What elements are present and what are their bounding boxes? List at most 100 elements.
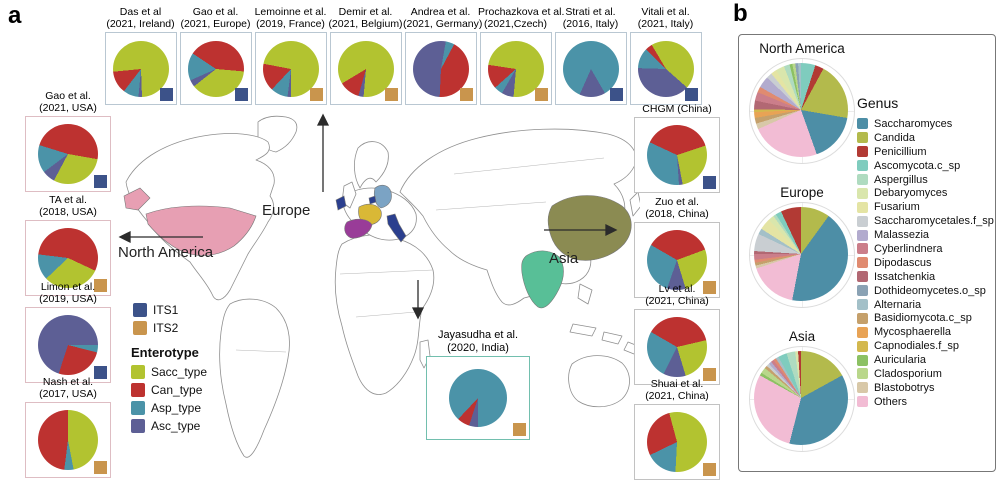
study-label: Demir et al. (2021, Belgium): [328, 6, 403, 30]
study-nash-et-al: Nash et al. (2017, USA): [24, 376, 112, 479]
legend-item-label: Dipodascus: [874, 256, 932, 269]
legend-item-label: Cyberlindnera: [874, 242, 943, 255]
study-lemoinne-et-al: Lemoinne et al. (2019, France): [253, 6, 328, 106]
legend-item-malassezia: Malassezia: [857, 228, 994, 242]
legend-item-saccharomycetales-f-sp: Saccharomycetales.f_sp: [857, 214, 994, 228]
legend-item-debaryomyces: Debaryomyces: [857, 186, 994, 200]
map-belgium: [368, 195, 377, 205]
enterotype-pie: [487, 40, 544, 97]
study-pie-box: [629, 32, 702, 106]
legend-item-label: Can_type: [151, 383, 203, 397]
study-detail: (2021, USA): [39, 102, 97, 115]
alternaria-swatch: [857, 299, 868, 311]
legend-item-saccharomyces: Saccharomyces: [857, 117, 994, 131]
debaryomyces-swatch: [857, 187, 868, 199]
saccharomycetales-f-sp-swatch: [857, 215, 868, 227]
map-scandinavia: [354, 141, 389, 189]
legend-item-dothideomycetes-o-sp: Dothideomycetes.o_sp: [857, 284, 994, 298]
legend-item-dipodascus: Dipodascus: [857, 256, 994, 270]
study-name: Vitali et al.: [641, 6, 690, 18]
legend-item-others: Others: [857, 395, 994, 409]
cladosporium-swatch: [857, 368, 868, 380]
study-label: Lemoinne et al. (2019, France): [253, 6, 328, 30]
map-south-america: [219, 298, 290, 458]
enterotype-legend-items: Sacc_type Can_type Asp_type Asc_type: [131, 363, 207, 435]
enterotype-pie: [637, 40, 694, 97]
its-marker-its2: [513, 422, 526, 436]
study-label: Vitali et al. (2021, Italy): [628, 6, 703, 30]
legend-item-can-type: Can_type: [131, 381, 207, 399]
legend-item-issatchenkia: Issatchenkia: [857, 270, 994, 284]
enterotype-pie: [647, 125, 707, 186]
its-marker-its2: [459, 88, 473, 102]
enterotype-pie: [187, 40, 244, 97]
fusarium-swatch: [857, 201, 868, 213]
saccharomyces-swatch: [857, 118, 868, 130]
legend-item-label: Ascomycota.c_sp: [874, 159, 961, 172]
blastobotrys-swatch: [857, 382, 868, 394]
study-detail: (2016, Italy): [562, 18, 619, 31]
aspergillus-swatch: [857, 174, 868, 185]
polar-ring: [749, 202, 855, 308]
panel-b-label: b: [733, 0, 748, 27]
polar-ring: [749, 58, 855, 164]
study-ta-et-al: TA et al. (2018, USA): [24, 194, 112, 297]
study-detail: (2021,Czech): [483, 18, 548, 31]
genus-legend: Genus Saccharomyces Candida Penicillium Asc…: [857, 95, 994, 409]
study-label: Das et al (2021, Ireland): [103, 6, 178, 30]
study-detail: (2021, Italy): [637, 18, 694, 31]
legend-item-basidiomycota-c-sp: Basidiomycota.c_sp: [857, 311, 994, 325]
study-pie-box: [329, 32, 402, 106]
study-limon-et-al: Limon et al. (2019, USA): [24, 281, 112, 384]
legend-item-mycosphaerella: Mycosphaerella: [857, 325, 994, 339]
map-ireland: [335, 195, 347, 211]
study-pie-box: [634, 222, 720, 299]
legend-item-sacc-type: Sacc_type: [131, 363, 207, 381]
legend-item-label: Others: [874, 395, 908, 408]
its-marker-its1: [609, 88, 623, 102]
study-gao-et-al: Gao et al. (2021, USA): [24, 90, 112, 193]
auricularia-swatch: [857, 354, 868, 366]
legend-item-label: Sacc_type: [151, 365, 208, 379]
polar-ring: [749, 346, 855, 452]
legend-item-asc-type: Asc_type: [131, 417, 207, 435]
enterotype-pie: [412, 40, 469, 97]
study-shuai-et-al: Shuai et al. (2021, China): [633, 378, 721, 480]
legend-item-aspergillus: Aspergillus: [857, 173, 994, 187]
map-indonesia-1: [569, 323, 597, 337]
its-marker-its2: [534, 88, 548, 102]
others-swatch: [857, 396, 868, 408]
study-label: Gao et al. (2021, Europe): [178, 6, 253, 30]
legend-item-label: Saccharomycetales.f_sp: [874, 215, 994, 228]
study-label: Andrea et al. (2021, Germany): [403, 6, 482, 30]
its-marker-its1: [94, 366, 107, 380]
its-marker-its1: [234, 88, 248, 102]
legend-item-alternaria: Alternaria: [857, 298, 994, 312]
genus-pie: [754, 207, 848, 301]
region-pie-asia: Asia: [747, 329, 857, 452]
penicillium-swatch: [857, 146, 868, 158]
study-label: CHGM (China): [633, 103, 721, 115]
study-lv-et-al: Lv et al. (2021, China): [633, 283, 721, 386]
study-detail: (2019, France): [256, 18, 325, 31]
legend-item-auricularia: Auricularia: [857, 353, 994, 367]
panel-b-box: North America Europe Asia Genus Saccharomy…: [738, 34, 996, 472]
region-title: Europe: [780, 185, 824, 200]
study-pie-box: [179, 32, 252, 106]
study-name: Gao et al.: [192, 6, 239, 18]
enterotype-pie: [112, 40, 169, 97]
study-label: Limon et al. (2019, USA): [24, 281, 112, 305]
enterotype-pie: [38, 315, 98, 376]
study-detail: (2019, USA): [39, 293, 97, 306]
study-pie-box: [25, 116, 111, 193]
legend-item-label: Issatchenkia: [874, 270, 936, 283]
study-detail: (2018, USA): [39, 206, 97, 219]
map-india: [521, 250, 564, 309]
study-detail: (2020, India): [447, 341, 509, 354]
study-zuo-et-al: Zuo et al. (2018, China): [633, 196, 721, 299]
sacc-type-swatch: [131, 365, 145, 379]
study-label: Zuo et al. (2018, China): [633, 196, 721, 220]
study-name: CHGM (China): [642, 103, 712, 115]
map-australia: [568, 355, 630, 408]
study-label: Gao et al. (2021, USA): [24, 90, 112, 114]
